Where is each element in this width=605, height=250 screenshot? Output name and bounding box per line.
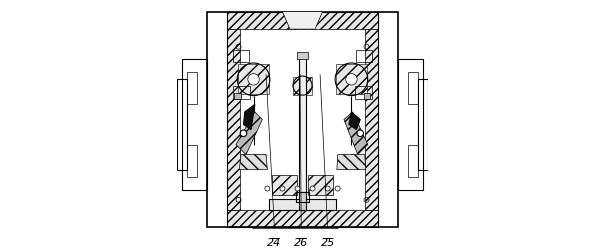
Text: 26: 26 bbox=[294, 237, 309, 247]
Polygon shape bbox=[283, 12, 322, 30]
Bar bbox=[186, 145, 197, 178]
Bar bbox=[299, 192, 306, 210]
Circle shape bbox=[250, 114, 257, 120]
Bar bbox=[227, 210, 378, 228]
Bar bbox=[356, 51, 371, 62]
Bar bbox=[365, 30, 378, 210]
Bar bbox=[207, 12, 398, 228]
Bar bbox=[177, 80, 186, 170]
Circle shape bbox=[265, 186, 270, 191]
Circle shape bbox=[345, 74, 357, 86]
Bar bbox=[398, 60, 423, 190]
Polygon shape bbox=[244, 105, 255, 130]
Polygon shape bbox=[344, 112, 368, 155]
Bar bbox=[293, 77, 312, 95]
Bar bbox=[234, 86, 250, 100]
Circle shape bbox=[240, 130, 247, 137]
Circle shape bbox=[325, 186, 330, 191]
Circle shape bbox=[248, 74, 260, 86]
Bar bbox=[234, 51, 249, 62]
Polygon shape bbox=[349, 112, 360, 130]
Bar bbox=[227, 12, 378, 30]
Bar bbox=[186, 72, 197, 105]
Circle shape bbox=[335, 186, 340, 191]
Polygon shape bbox=[239, 155, 267, 170]
Bar bbox=[182, 60, 207, 190]
Bar bbox=[227, 12, 378, 228]
Bar bbox=[227, 30, 240, 210]
Bar bbox=[234, 94, 241, 100]
Bar bbox=[297, 52, 308, 60]
Circle shape bbox=[295, 186, 300, 191]
Bar bbox=[299, 55, 306, 210]
Bar bbox=[364, 94, 370, 100]
Bar bbox=[307, 175, 333, 195]
Circle shape bbox=[348, 114, 355, 120]
Text: 24: 24 bbox=[267, 237, 281, 247]
Circle shape bbox=[357, 130, 364, 137]
Bar bbox=[419, 80, 428, 170]
Bar bbox=[408, 72, 419, 105]
Bar bbox=[238, 65, 269, 95]
Circle shape bbox=[310, 186, 315, 191]
Polygon shape bbox=[236, 112, 263, 155]
Text: 25: 25 bbox=[321, 237, 335, 247]
Bar bbox=[408, 145, 419, 178]
Bar bbox=[269, 199, 336, 210]
Bar bbox=[296, 192, 309, 202]
Bar bbox=[272, 175, 298, 195]
Bar bbox=[336, 65, 367, 95]
Circle shape bbox=[280, 186, 285, 191]
Bar bbox=[355, 86, 371, 100]
Polygon shape bbox=[337, 155, 366, 170]
